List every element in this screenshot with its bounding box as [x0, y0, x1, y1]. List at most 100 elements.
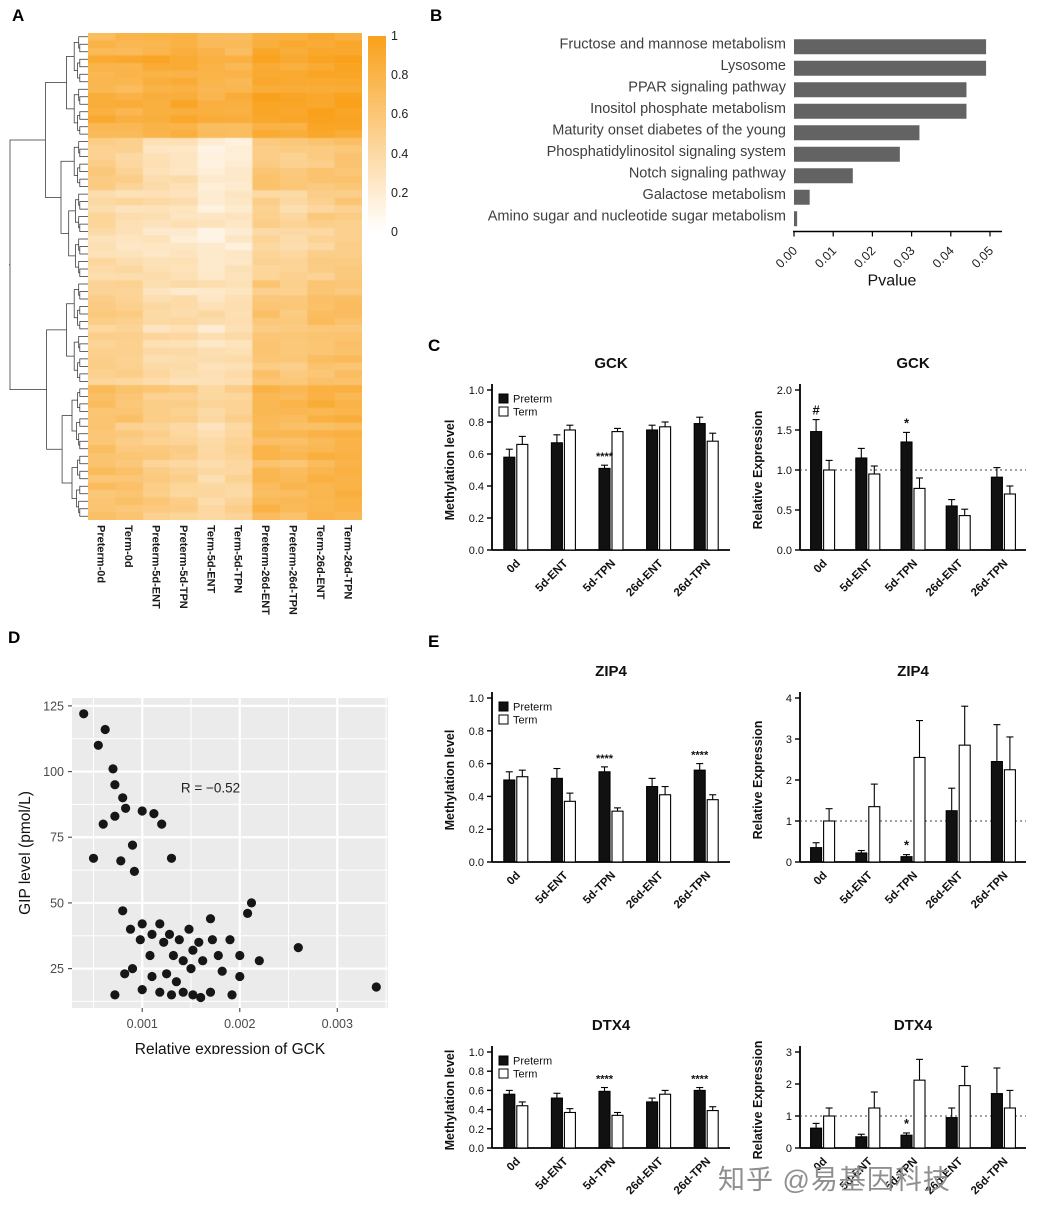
- svg-text:Preterm-5d-ENT: Preterm-5d-ENT: [150, 525, 162, 609]
- svg-text:5d-TPN: 5d-TPN: [581, 870, 618, 907]
- colorbar-tick: 0.2: [391, 185, 409, 200]
- colorbar-tick: 0: [391, 225, 398, 239]
- svg-text:1: 1: [786, 816, 792, 828]
- svg-text:Relative Expression: Relative Expression: [751, 411, 765, 530]
- svg-text:R = −0.52: R = −0.52: [181, 781, 240, 796]
- svg-text:GIP level (pmol/L): GIP level (pmol/L): [17, 791, 34, 915]
- svg-text:1.0: 1.0: [777, 465, 792, 477]
- svg-text:3: 3: [786, 734, 792, 746]
- svg-text:100: 100: [43, 765, 64, 779]
- svg-text:Preterm-26d-TPN: Preterm-26d-TPN: [287, 525, 299, 615]
- svg-text:Term-26d-TPN: Term-26d-TPN: [341, 525, 353, 599]
- panel-label-c: C: [428, 336, 441, 355]
- svg-text:****: ****: [691, 750, 709, 762]
- svg-text:0.003: 0.003: [322, 1017, 353, 1031]
- svg-text:2.0: 2.0: [777, 385, 792, 397]
- svg-text:26d-ENT: 26d-ENT: [624, 558, 665, 599]
- colorbar-tick: 0.6: [391, 107, 409, 122]
- svg-text:Relative Expression: Relative Expression: [751, 721, 765, 840]
- svg-text:5d-TPN: 5d-TPN: [581, 1156, 618, 1193]
- colorbar-tick: 0.8: [391, 68, 409, 83]
- heatmap-column-labels: Preterm-0d Term-0d Preterm-5d-ENT Preterm-5…: [95, 525, 354, 615]
- svg-text:*: *: [904, 415, 910, 430]
- svg-text:0.5: 0.5: [777, 505, 792, 517]
- svg-text:26d-TPN: 26d-TPN: [672, 870, 713, 911]
- svg-text:****: ****: [596, 1074, 614, 1086]
- panel-label-e: E: [428, 632, 440, 651]
- svg-text:1.0: 1.0: [469, 1047, 484, 1059]
- svg-text:0.001: 0.001: [127, 1017, 158, 1031]
- svg-text:Methylation level: Methylation level: [443, 730, 457, 831]
- svg-text:0.2: 0.2: [469, 824, 484, 836]
- svg-text:5d-TPN: 5d-TPN: [883, 558, 920, 595]
- svg-text:Preterm: Preterm: [513, 1056, 552, 1068]
- svg-text:1.5: 1.5: [777, 425, 792, 437]
- svg-text:0: 0: [786, 857, 792, 869]
- svg-text:Maturity onset diabetes of the: Maturity onset diabetes of the young: [552, 123, 786, 139]
- svg-text:5d-ENT: 5d-ENT: [534, 558, 571, 595]
- svg-text:ZIP4: ZIP4: [595, 663, 627, 680]
- svg-text:0d: 0d: [505, 558, 523, 576]
- svg-text:0.2: 0.2: [469, 1124, 484, 1136]
- panel-label-b: B: [430, 6, 443, 25]
- svg-text:5d-ENT: 5d-ENT: [534, 1156, 571, 1193]
- svg-text:25: 25: [50, 962, 64, 976]
- svg-text:5d-TPN: 5d-TPN: [883, 870, 920, 907]
- svg-text:Notch signaling pathway: Notch signaling pathway: [629, 166, 787, 182]
- svg-text:#: #: [812, 403, 820, 418]
- colorbar-tick: 0.4: [391, 146, 409, 161]
- gck-expression-chart: GCK Relative Expression 0.0 0.5 1.0 1.5 2.0 0d 5…: [751, 355, 1026, 599]
- svg-text:26d-ENT: 26d-ENT: [924, 870, 965, 911]
- svg-text:26d-TPN: 26d-TPN: [969, 1156, 1010, 1197]
- svg-text:2: 2: [786, 775, 792, 787]
- svg-text:Term-5d-ENT: Term-5d-ENT: [204, 525, 216, 594]
- svg-text:Preterm: Preterm: [513, 394, 552, 406]
- svg-text:0d: 0d: [812, 870, 830, 888]
- svg-text:Relative Expression: Relative Expression: [751, 1041, 765, 1160]
- svg-text:Pvalue: Pvalue: [868, 273, 917, 290]
- svg-text:0.4: 0.4: [469, 1105, 484, 1117]
- svg-text:0d: 0d: [505, 1156, 523, 1174]
- svg-text:GCK: GCK: [594, 355, 628, 372]
- svg-text:5d-TPN: 5d-TPN: [581, 558, 618, 595]
- panel-label-d: D: [8, 628, 21, 647]
- svg-text:Inositol phosphate metabolism: Inositol phosphate metabolism: [590, 101, 786, 117]
- svg-text:0.0: 0.0: [469, 1143, 484, 1155]
- svg-text:1.0: 1.0: [469, 693, 484, 705]
- svg-text:*: *: [904, 1116, 910, 1131]
- gck-methylation-chart: GCK Methylation level 0.0 0.2 0.4 0.6 0.8 1.0 0d…: [443, 355, 730, 599]
- svg-text:DTX4: DTX4: [894, 1017, 933, 1034]
- svg-text:Term: Term: [513, 715, 537, 727]
- svg-text:0.05: 0.05: [969, 244, 996, 271]
- svg-text:0.0: 0.0: [469, 857, 484, 869]
- svg-text:3: 3: [786, 1047, 792, 1059]
- svg-text:0.6: 0.6: [469, 449, 484, 461]
- svg-text:Preterm-5d-TPN: Preterm-5d-TPN: [177, 525, 189, 609]
- svg-text:Methylation level: Methylation level: [443, 1050, 457, 1151]
- svg-text:0.6: 0.6: [469, 1085, 484, 1097]
- svg-text:50: 50: [50, 896, 64, 910]
- svg-text:Term-26d-ENT: Term-26d-ENT: [314, 525, 326, 600]
- svg-text:75: 75: [50, 831, 64, 845]
- gip-gck-scatter-chart: 0.001 0.002 0.003 25 50 75 100 125 GIP level (pm…: [17, 698, 388, 1054]
- svg-text:0.4: 0.4: [469, 481, 484, 493]
- svg-text:4: 4: [786, 693, 792, 705]
- svg-text:0.8: 0.8: [469, 417, 484, 429]
- svg-text:Lysosome: Lysosome: [720, 58, 786, 74]
- svg-text:26d-TPN: 26d-TPN: [672, 1156, 713, 1197]
- svg-text:ZIP4: ZIP4: [897, 663, 929, 680]
- methylation-heatmap: [88, 33, 362, 520]
- svg-text:0.8: 0.8: [469, 1066, 484, 1078]
- svg-text:Galactose metabolism: Galactose metabolism: [643, 187, 786, 203]
- dtx4-methylation-chart: DTX4 Methylation level 0.0 0.2 0.4 0.6 0.8 1.0 0…: [443, 1017, 730, 1197]
- svg-text:*: *: [904, 838, 910, 853]
- svg-text:Preterm: Preterm: [513, 702, 552, 714]
- svg-text:0.0: 0.0: [777, 545, 792, 557]
- row-dendrogram: [9, 36, 88, 517]
- svg-text:26d-ENT: 26d-ENT: [624, 870, 665, 911]
- svg-text:0.4: 0.4: [469, 791, 484, 803]
- svg-text:26d-ENT: 26d-ENT: [924, 558, 965, 599]
- svg-text:Term: Term: [513, 1069, 537, 1081]
